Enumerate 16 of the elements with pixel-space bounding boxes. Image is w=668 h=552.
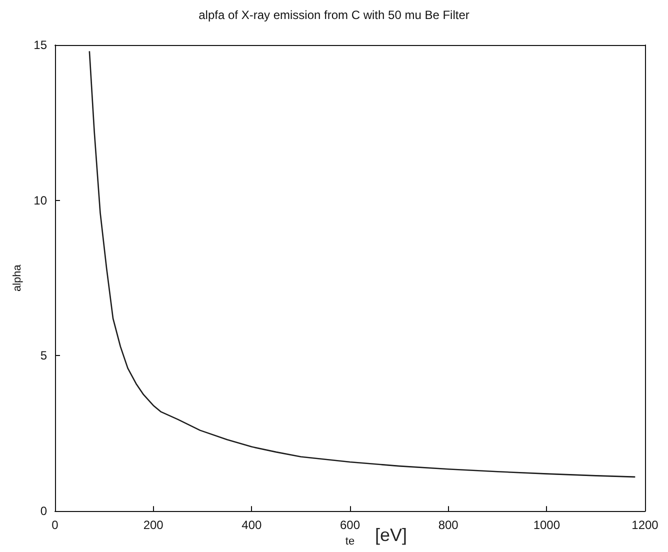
x-tick-label: 400 [242,518,262,532]
line-series [88,50,636,478]
y-tick-label: 15 [34,38,48,52]
x-tick-label: 800 [438,518,459,532]
y-tick-label: 0 [40,504,48,518]
x-axis-title: te [345,536,355,548]
x-tick-label: 200 [143,518,164,532]
x-tick-label: 600 [340,518,360,532]
x-tick-label: 1200 [632,518,659,532]
y-axis-title: alpha [11,264,24,292]
x-tick-label: 0 [52,518,59,532]
text: [eV] [375,525,408,545]
y-tick-label: 10 [34,193,48,208]
y-tick-label: 5 [40,348,48,363]
x-tick-label: 1000 [533,518,560,532]
chart-title: alpfa of X-ray emission from C with 50 mu Be Filter [198,8,470,22]
